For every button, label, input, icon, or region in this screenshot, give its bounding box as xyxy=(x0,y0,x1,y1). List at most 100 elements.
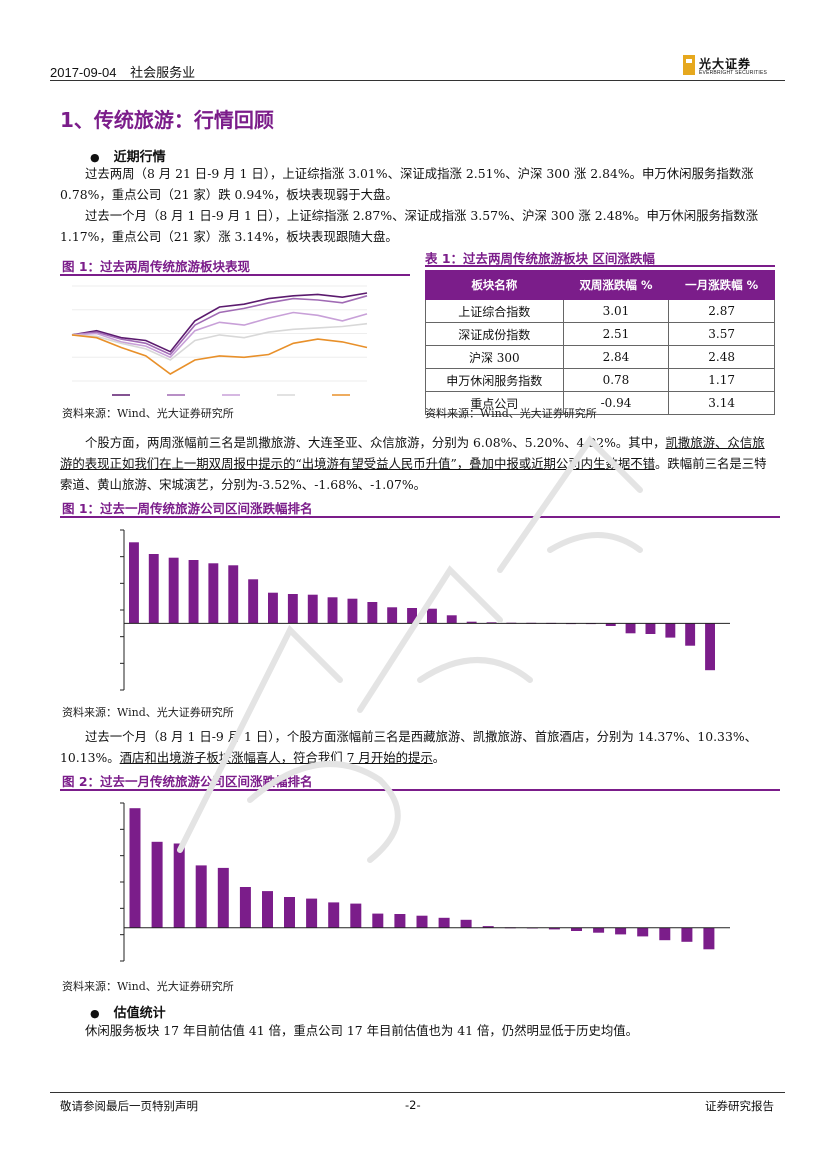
header-rule xyxy=(50,80,785,81)
bar-figure-2-rule xyxy=(60,789,780,791)
page-number: -2- xyxy=(405,1098,421,1112)
bar-chart-bar xyxy=(637,927,649,937)
bar-figure-2-title: 图 2：过去一月传统旅游公司区间涨跌幅排名 xyxy=(62,774,313,789)
bar-chart-bar xyxy=(615,927,627,935)
bar-chart-2 xyxy=(120,802,730,962)
bar-chart-bar xyxy=(129,542,139,624)
table-cell: 上证综合指数 xyxy=(425,299,564,323)
bar-chart-bar xyxy=(148,554,159,624)
industry-name: 社会服务业 xyxy=(130,65,196,80)
table-cell: 重点公司 xyxy=(425,391,564,415)
bar-chart-bar xyxy=(284,897,295,928)
footer-disclaimer: 敬请参阅最后一页特别声明 xyxy=(60,1099,198,1113)
logo-text-en: EVERBRIGHT SECURITIES xyxy=(699,70,768,76)
bar-chart-bar xyxy=(327,597,338,624)
bar-chart-bar xyxy=(605,623,616,626)
bar-chart-bar xyxy=(705,623,715,671)
bar-chart-bar xyxy=(347,598,358,624)
line-chart-series xyxy=(71,295,368,356)
bar-chart-bar xyxy=(228,565,239,624)
bar-chart-bar xyxy=(306,898,318,928)
month-paragraph-c: 。 xyxy=(432,750,446,765)
stock-paragraph-c: 。跌幅前三名是三特索道、黄山旅游、宋城演艺，分别为-3.52%、-1.68%、-… xyxy=(60,456,767,492)
bar-chart-bar xyxy=(268,592,278,624)
bar-chart-1 xyxy=(120,529,730,691)
table-cell: 3.57 xyxy=(668,322,775,346)
section-title: 1、传统旅游：行情回顾 xyxy=(60,108,274,132)
month-paragraph: 过去一个月（8 月 1 日-9 月 1 日），个股方面涨幅前三名是西藏旅游、凯撒… xyxy=(60,726,772,768)
bar-chart-bar xyxy=(195,865,207,928)
footer-report-type: 证券研究报告 xyxy=(705,1099,774,1113)
table-title: 表 1：过去两周传统旅游板块 区间涨跌幅 xyxy=(425,251,655,266)
table-cell: 2.84 xyxy=(562,345,670,369)
bar-chart-bar xyxy=(151,841,163,928)
table-cell: 2.48 xyxy=(668,345,775,369)
table-cell: 3.14 xyxy=(668,391,775,415)
table-cell: 0.78 xyxy=(562,368,670,392)
stock-paragraph-a: 个股方面，两周涨幅前三名是凯撒旅游、大连圣亚、众信旅游，分别为 6.08%、5.… xyxy=(85,435,666,450)
bar-chart-bar xyxy=(593,927,605,933)
bar-chart-bar xyxy=(372,913,384,928)
bar-chart-bar xyxy=(129,808,141,928)
bar-chart-bar xyxy=(168,557,179,624)
bar-chart-bar xyxy=(367,602,378,624)
bar-chart-bar xyxy=(571,927,582,931)
page-header: 2017-09-04 社会服务业 xyxy=(50,62,205,81)
line-chart xyxy=(71,285,368,396)
table-title-rule xyxy=(425,265,775,267)
bar-chart-bar xyxy=(659,927,671,941)
bar-chart-bar xyxy=(394,914,406,928)
recent-heading: 近期行情 xyxy=(90,146,166,165)
line-chart-series xyxy=(71,311,368,359)
bar-chart-bar xyxy=(239,887,251,928)
bar-chart-bar xyxy=(427,608,437,624)
line-figure-rule xyxy=(60,274,410,276)
table-header-cell: 板块名称 xyxy=(425,270,564,300)
table-header-cell: 双周涨跌幅 % xyxy=(562,270,670,300)
bar-chart-bar xyxy=(416,915,428,928)
bar-chart-bar xyxy=(548,927,560,930)
line-chart-series xyxy=(71,292,368,353)
table-header-row: 板块名称 双周涨跌幅 % 一月涨跌幅 % xyxy=(425,270,775,300)
company-logo: 光大证券 EVERBRIGHT SECURITIES xyxy=(683,55,783,77)
bar-chart-bar xyxy=(665,623,676,638)
bar-chart-bar xyxy=(350,903,362,928)
report-date: 2017-09-04 xyxy=(50,65,117,80)
bar-chart-bar xyxy=(685,623,696,646)
bar-figure-2-source: 资料来源：Wind、光大证券研究所 xyxy=(62,980,234,993)
bar-chart-bar xyxy=(262,891,273,928)
bar-chart-bar xyxy=(248,579,259,624)
stock-paragraph: 个股方面，两周涨幅前三名是凯撒旅游、大连圣亚、众信旅游，分别为 6.08%、5.… xyxy=(60,432,772,495)
bar-chart-bar xyxy=(208,563,219,624)
bar-chart-bar xyxy=(328,902,340,928)
bar-chart-bar xyxy=(438,917,450,928)
logo-mark-icon xyxy=(683,55,695,75)
table-source: 资料来源：Wind、光大证券研究所 xyxy=(425,407,597,420)
bar-chart-bar xyxy=(188,560,199,624)
bar-chart-bar xyxy=(681,927,693,942)
table-cell: 2.87 xyxy=(668,299,775,323)
line-figure-source: 资料来源：Wind、光大证券研究所 xyxy=(62,407,234,420)
bar-chart-bar xyxy=(460,919,472,928)
bar-chart-bar xyxy=(307,594,318,624)
table-cell: 沪深 300 xyxy=(425,345,564,369)
bar-chart-bar xyxy=(173,843,185,928)
bar-chart-bar xyxy=(625,623,636,634)
line-chart-series xyxy=(71,334,368,375)
valuation-paragraph: 休闲服务板块 17 年目前估值 41 倍，重点公司 17 年目前估值也为 41 … xyxy=(85,1023,639,1038)
bar-figure-1-source: 资料来源：Wind、光大证券研究所 xyxy=(62,706,234,719)
bar-chart-bar xyxy=(217,867,229,928)
table-row: 沪深 300 2.84 2.48 xyxy=(425,345,775,369)
bar-chart-bar xyxy=(287,594,298,624)
bar-figure-1-rule xyxy=(60,516,780,518)
valuation-heading: 估值统计 xyxy=(90,1002,166,1021)
bar-chart-bar xyxy=(703,927,715,950)
table-cell: -0.94 xyxy=(562,391,670,415)
table-cell: 深证成份指数 xyxy=(425,322,564,346)
bar-chart-bar xyxy=(446,615,457,624)
bar-chart-bar xyxy=(387,607,398,624)
table-row: 重点公司 -0.94 3.14 xyxy=(425,391,775,415)
recent-paragraph-1: 过去两周（8 月 21 日-9 月 1 日），上证综指涨 3.01%、深证成指涨… xyxy=(60,166,754,202)
table-row: 上证综合指数 3.01 2.87 xyxy=(425,299,775,323)
bar-chart-bar xyxy=(407,608,417,624)
